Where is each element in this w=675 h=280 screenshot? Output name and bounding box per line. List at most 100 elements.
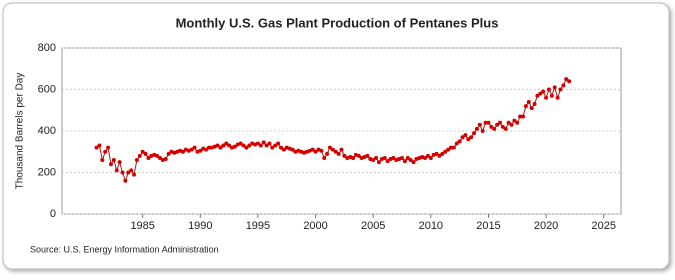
point	[232, 144, 237, 149]
point	[132, 172, 137, 177]
point	[123, 178, 128, 183]
panel	[2, 2, 670, 270]
point	[192, 145, 197, 150]
point	[500, 124, 505, 129]
point	[423, 155, 428, 160]
y-tick-label: 800	[38, 42, 56, 54]
point	[134, 158, 139, 163]
point	[198, 148, 203, 153]
point	[425, 153, 430, 158]
point	[483, 120, 488, 125]
x-tick-label: 2005	[361, 220, 385, 232]
point	[181, 149, 186, 154]
point	[227, 143, 232, 148]
point	[428, 155, 433, 160]
point	[258, 143, 263, 148]
point	[333, 149, 338, 154]
point	[440, 151, 445, 156]
point	[356, 153, 361, 158]
point	[273, 143, 278, 148]
point	[244, 145, 249, 150]
point	[408, 158, 413, 163]
point	[97, 143, 102, 148]
point	[106, 145, 111, 150]
point	[506, 120, 511, 125]
point	[405, 155, 410, 160]
point	[157, 155, 162, 160]
point	[330, 147, 335, 152]
point	[469, 135, 474, 140]
point	[215, 143, 220, 148]
point	[143, 151, 148, 156]
point	[480, 129, 485, 133]
point	[166, 151, 171, 156]
point	[140, 149, 145, 154]
point	[270, 145, 275, 150]
point	[521, 114, 526, 119]
point	[163, 157, 168, 162]
point	[221, 143, 226, 148]
y-tick-label: 200	[38, 166, 56, 178]
point	[561, 83, 566, 88]
x-tick-label: 1990	[188, 220, 212, 232]
point	[385, 159, 390, 164]
point	[446, 147, 451, 152]
point	[224, 141, 229, 146]
point	[255, 141, 260, 146]
point	[325, 151, 330, 156]
point	[495, 122, 500, 127]
point	[466, 137, 471, 142]
point	[371, 158, 376, 163]
point	[261, 140, 266, 145]
point	[146, 155, 151, 160]
y-tick-label: 400	[38, 125, 56, 137]
point	[204, 147, 209, 152]
point	[126, 170, 131, 175]
point	[111, 158, 116, 163]
point	[518, 114, 523, 119]
point	[310, 147, 315, 152]
point	[241, 143, 246, 148]
point	[264, 143, 269, 148]
point	[434, 151, 439, 156]
point	[313, 149, 318, 154]
point	[509, 122, 514, 127]
point	[544, 95, 549, 100]
point	[549, 93, 554, 98]
point	[137, 153, 142, 158]
point	[457, 139, 462, 144]
point	[117, 160, 122, 165]
point	[463, 133, 468, 138]
point	[448, 145, 453, 150]
point	[365, 153, 370, 158]
point	[546, 87, 551, 92]
point	[532, 102, 537, 107]
point	[567, 79, 572, 84]
point	[477, 122, 482, 127]
point	[443, 149, 448, 154]
point	[382, 155, 387, 160]
point	[276, 141, 281, 146]
point	[552, 85, 557, 90]
point	[402, 159, 407, 164]
y-tick-label: 600	[38, 83, 56, 95]
point	[336, 151, 341, 156]
point	[400, 155, 405, 160]
point	[411, 160, 416, 165]
x-tick-label: 1985	[130, 220, 154, 232]
point	[564, 77, 569, 82]
point	[319, 148, 324, 153]
point	[351, 155, 356, 160]
y-axis-label: Thousand Barrels per Day	[15, 73, 26, 190]
point	[327, 145, 332, 150]
x-tick-label: 2015	[476, 220, 500, 232]
point	[437, 153, 442, 158]
point	[339, 147, 344, 152]
point	[538, 91, 543, 96]
point	[489, 124, 494, 129]
point	[535, 93, 540, 98]
point	[454, 141, 459, 146]
point	[322, 155, 327, 160]
point	[503, 126, 508, 131]
